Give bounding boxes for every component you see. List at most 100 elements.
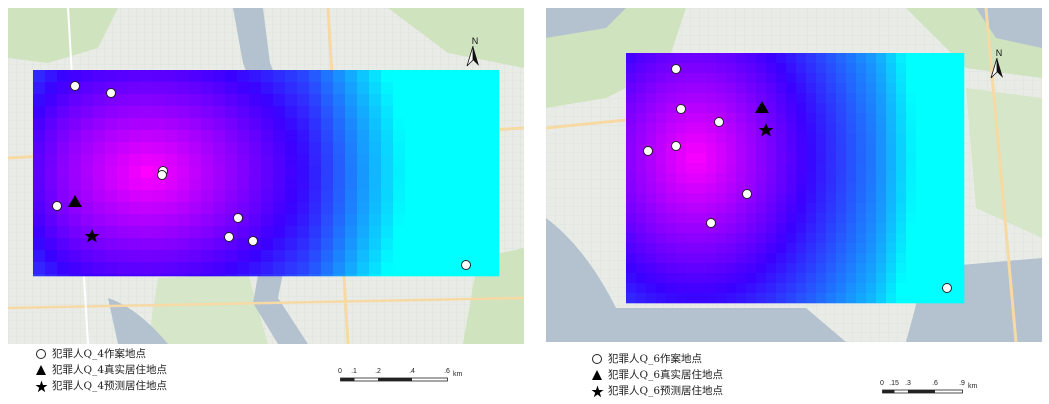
heat-cell: [886, 53, 897, 64]
heat-cell: [846, 233, 857, 244]
heat-cell: [676, 133, 687, 144]
heat-cell: [746, 243, 757, 254]
heat-cell: [201, 94, 214, 107]
heat-cell: [237, 202, 250, 215]
scale-tick: .4: [409, 368, 415, 375]
heat-cell: [766, 53, 777, 64]
heat-cell: [177, 70, 190, 83]
heat-cell: [866, 293, 877, 304]
heat-cell: [696, 103, 707, 114]
predicted-residence-star: [758, 123, 774, 137]
heat-cell: [453, 250, 466, 263]
crime-location-marker: [942, 283, 952, 293]
heat-cell: [321, 238, 334, 251]
heat-cell: [381, 82, 394, 95]
heat-cell: [297, 130, 310, 143]
heat-cell: [816, 63, 827, 74]
heat-cell: [656, 163, 667, 174]
heat-cell: [856, 143, 867, 154]
heat-cell: [477, 70, 490, 83]
heat-cell: [946, 253, 957, 264]
heat-cell: [117, 118, 130, 131]
heat-cell: [261, 130, 274, 143]
heat-cell: [826, 73, 837, 84]
heat-cell: [766, 233, 777, 244]
heat-cell: [716, 183, 727, 194]
heat-cell: [201, 142, 214, 155]
heat-cell: [357, 202, 370, 215]
heat-cell: [836, 243, 847, 254]
heat-cell: [876, 103, 887, 114]
heat-cell: [906, 163, 917, 174]
heat-cell: [117, 238, 130, 251]
crime-location-marker: [157, 170, 167, 180]
heat-cell: [826, 83, 837, 94]
heat-cell: [201, 214, 214, 227]
scale-tick: .1: [351, 368, 357, 375]
heat-cell: [706, 283, 717, 294]
circle-icon: [30, 348, 52, 360]
heat-cell: [165, 94, 178, 107]
heat-cell: [69, 70, 82, 83]
heat-cell: [636, 283, 647, 294]
heat-cell: [746, 63, 757, 74]
heat-cell: [926, 203, 937, 214]
crime-location-marker: [671, 141, 681, 151]
heat-cell: [626, 173, 637, 184]
heat-cell: [826, 143, 837, 154]
heat-cell: [876, 213, 887, 224]
heat-cell: [716, 143, 727, 154]
heat-cell: [716, 163, 727, 174]
heat-cell: [666, 83, 677, 94]
heat-cell: [766, 143, 777, 154]
heat-cell: [756, 183, 767, 194]
heat-cell: [846, 83, 857, 94]
heat-cell: [856, 113, 867, 124]
heat-cell: [946, 243, 957, 254]
heat-cell: [856, 253, 867, 264]
heat-cell: [636, 63, 647, 74]
heat-cell: [646, 203, 657, 214]
heat-cell: [465, 154, 478, 167]
heat-cell: [726, 93, 737, 104]
heat-cell: [225, 274, 238, 277]
heat-cell: [249, 274, 262, 277]
heat-cell: [357, 226, 370, 239]
heat-cell: [656, 223, 667, 234]
left-map-panel: N: [8, 8, 524, 344]
heat-cell: [69, 178, 82, 191]
heat-cell: [896, 163, 907, 174]
heat-cell: [237, 226, 250, 239]
scale-unit: km: [453, 371, 463, 378]
heat-cell: [806, 273, 817, 284]
heat-cell: [626, 153, 637, 164]
heat-cell: [916, 273, 927, 284]
heat-cell: [896, 243, 907, 254]
heat-cell: [261, 202, 274, 215]
heat-cell: [381, 142, 394, 155]
heat-cell: [477, 154, 490, 167]
heat-cell: [285, 178, 298, 191]
heat-cell: [646, 133, 657, 144]
heat-cell: [936, 293, 947, 304]
heat-cell: [626, 113, 637, 124]
heat-cell: [766, 273, 777, 284]
heat-cell: [876, 133, 887, 144]
heat-cell: [297, 142, 310, 155]
heat-cell: [776, 163, 787, 174]
heat-cell: [656, 133, 667, 144]
heat-cell: [189, 274, 202, 277]
heat-cell: [786, 273, 797, 284]
heat-cell: [189, 82, 202, 95]
heat-cell: [646, 233, 657, 244]
heat-cell: [429, 118, 442, 131]
heat-cell: [846, 193, 857, 204]
heat-cell: [417, 226, 430, 239]
heat-cell: [153, 130, 166, 143]
heat-cell: [926, 83, 937, 94]
heat-cell: [786, 173, 797, 184]
heat-cell: [441, 118, 454, 131]
heat-cell: [676, 193, 687, 204]
heat-cell: [896, 53, 907, 64]
heat-cell: [826, 203, 837, 214]
